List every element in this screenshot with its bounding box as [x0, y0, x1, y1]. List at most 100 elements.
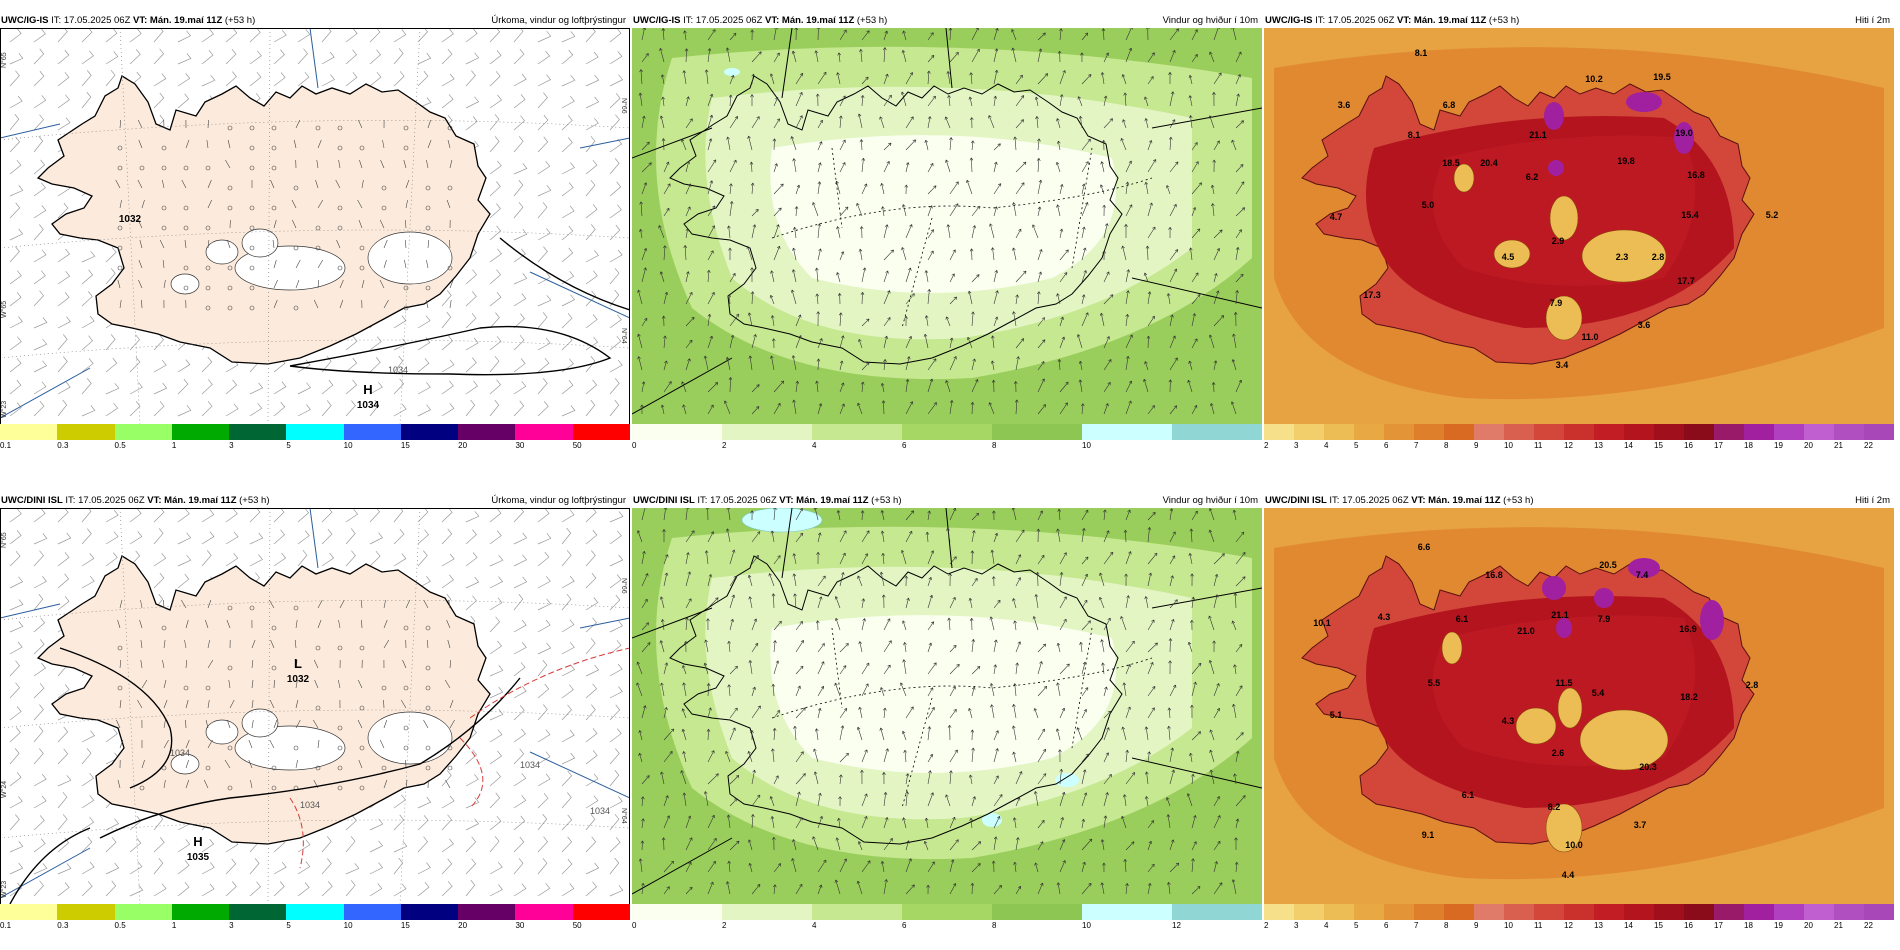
wind-barb-icon [427, 239, 430, 249]
boundary-line [529, 751, 630, 799]
wind-arrow-icon [641, 28, 646, 41]
region-boundary [901, 217, 933, 329]
wind-arrow-icon [1186, 793, 1193, 807]
boundary-lines [0, 28, 630, 419]
wind-barb-icon [207, 639, 210, 649]
wind-arrow-icon [1208, 659, 1215, 675]
wind-arrow-icon [1037, 73, 1049, 85]
wind-arrow-icon [773, 380, 785, 393]
wind-barb-icon [313, 719, 319, 729]
wind-barb-icon [417, 836, 428, 853]
wind-barb-icon [339, 599, 345, 609]
wind-arrow-icon [729, 334, 735, 349]
wind-barb-icon [33, 639, 45, 655]
wind-arrow-icon [1232, 509, 1237, 521]
wind-arrow-icon [1081, 161, 1089, 173]
colorbar-tick-label: 8 [1444, 441, 1449, 450]
calm-wind-icon [227, 305, 233, 311]
wind-barb-icon [163, 599, 165, 609]
wind-barb-icon [181, 599, 187, 609]
wind-arrow-icon [993, 69, 999, 85]
temp-value-label: 4.7 [1330, 212, 1343, 222]
isobar-label: 1034 [520, 760, 540, 770]
wind-barb-icon [251, 639, 256, 649]
wind-arrow-icon [773, 163, 778, 173]
wind-barb-icon [561, 75, 576, 87]
wind-arrow-icon [1081, 294, 1086, 305]
calm-wind-icon [161, 145, 167, 151]
wind-arrow-icon [817, 884, 823, 895]
wind-barb-icon [33, 381, 47, 395]
wind-arrow-icon [883, 224, 889, 239]
wind-arrow-icon [1169, 531, 1176, 543]
product-title: Hiti í 2m [1855, 495, 1890, 506]
wind-arrow-icon [1125, 204, 1133, 217]
wind-arrow-icon [1166, 293, 1171, 305]
colorbar-tick-label: 6 [1384, 441, 1389, 450]
colorbar-tick-label: 10 [343, 921, 353, 930]
wind-arrow-icon [749, 161, 754, 173]
wind-arrow-icon [773, 118, 780, 129]
wind-arrow-icon [817, 596, 823, 609]
temp-value-label: 2.9 [1552, 236, 1565, 246]
wind-barb-icon [383, 719, 388, 729]
wind-arrow-icon [839, 162, 846, 173]
wind-arrow-icon [1012, 817, 1017, 829]
wind-arrow-icon [1210, 403, 1215, 415]
wind-barb-icon [585, 836, 597, 853]
wind-arrow-icon [817, 248, 822, 261]
region-boundary [1071, 147, 1093, 269]
calm-wind-icon [271, 765, 277, 771]
wind-arrow-icon [680, 138, 687, 151]
wind-barb-icon [561, 162, 575, 175]
wind-arrow-icon [707, 335, 713, 349]
wind-barb-icon [207, 199, 212, 209]
wind-barb-icon [585, 550, 596, 567]
wind-arrow-icon [971, 686, 976, 697]
wind-arrow-icon [1100, 639, 1105, 653]
wind-arrow-icon [1037, 339, 1046, 349]
wind-arrow-icon [1125, 841, 1135, 851]
wind-barb-icon [250, 779, 253, 789]
wind-arrow-icon [1125, 269, 1130, 283]
wind-arrow-icon [707, 114, 713, 129]
calm-wind-icon [359, 265, 365, 271]
wind-barb-icon [609, 796, 623, 809]
precip-contour [459, 737, 484, 809]
colorbar-swatch [1564, 424, 1594, 440]
wind-arrow-icon [1077, 96, 1083, 107]
wind-barb-icon [33, 748, 44, 765]
wind-barb-icon [345, 400, 356, 417]
wind-arrow-icon [1125, 334, 1133, 349]
wind-arrow-icon [750, 29, 754, 41]
wind-arrow-icon [1100, 72, 1105, 85]
wind-arrow-icon [1169, 555, 1176, 565]
wind-barb-icon [119, 119, 121, 129]
wind-barb-icon [537, 272, 551, 285]
colorbar-tick-label: 8 [992, 441, 997, 450]
wind-barb-icon [177, 93, 190, 109]
pressure-center-value: 1032 [287, 674, 310, 685]
wind-barb-icon [369, 49, 381, 65]
wind-arrow-icon [641, 642, 651, 653]
wind-arrow-icon [771, 683, 776, 697]
wind-arrow-icon [1209, 749, 1215, 763]
wind-arrow-icon [1103, 95, 1108, 107]
wind-barb-icon [297, 549, 308, 567]
wind-arrow-icon [641, 267, 647, 283]
wind-arrow-icon [1144, 181, 1149, 195]
wind-arrow-icon [1015, 771, 1023, 785]
temp-value-label: 10.1 [1313, 618, 1331, 628]
pressure-center-value: 1032 [119, 214, 142, 225]
wind-barb-icon [9, 862, 24, 875]
wind-arrow-icon [1036, 528, 1041, 543]
wind-barb-icon [447, 139, 451, 149]
colorbar-tick-label: 6 [902, 921, 907, 930]
wind-arrow-icon [1081, 709, 1087, 719]
colorbar-tick-label: 12 [1564, 921, 1573, 930]
wind-barb-icon [105, 402, 119, 417]
colorbar-swatch [1082, 424, 1172, 440]
wind-arrow-icon [640, 404, 644, 415]
wind-barb-icon [585, 704, 596, 721]
wind-arrow-icon [817, 162, 822, 173]
